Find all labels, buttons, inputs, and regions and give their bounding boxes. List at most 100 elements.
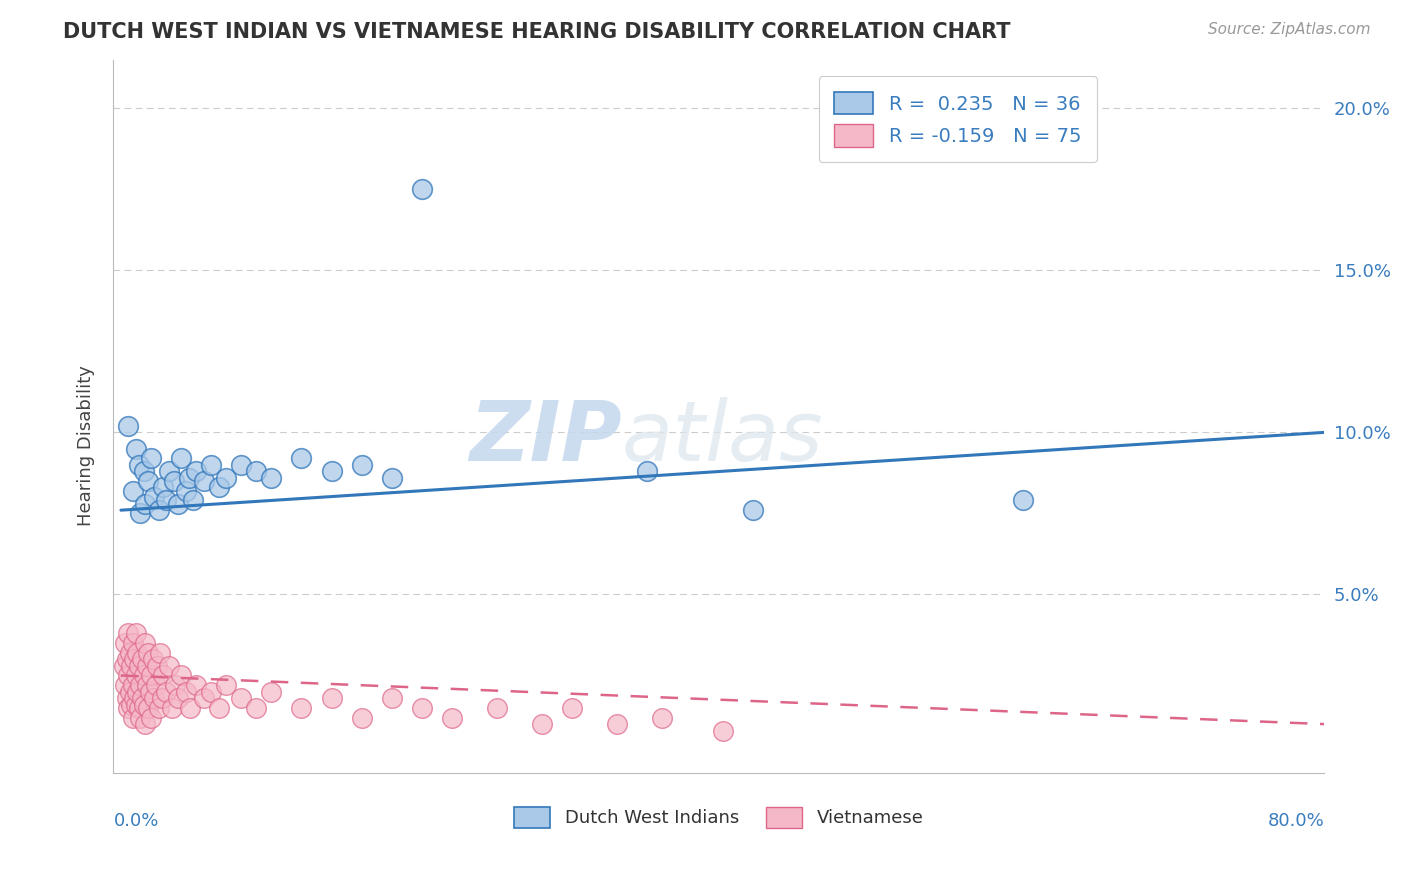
Point [290, 451, 312, 466]
Point [711, 723, 734, 738]
Text: ZIP: ZIP [470, 397, 621, 478]
Point [157, 464, 180, 478]
Point [117, 418, 139, 433]
Point [231, 458, 253, 472]
Point [135, 678, 157, 692]
Point [138, 684, 160, 698]
Point [350, 711, 373, 725]
Point [139, 451, 162, 466]
Point [152, 481, 174, 495]
Point [129, 507, 152, 521]
Point [125, 698, 148, 712]
Point [143, 490, 166, 504]
Point [117, 626, 139, 640]
Point [193, 474, 215, 488]
Text: atlas: atlas [621, 397, 824, 478]
Point [174, 684, 197, 698]
Point [145, 678, 167, 692]
Point [134, 717, 156, 731]
Point [132, 698, 155, 712]
Point [125, 668, 148, 682]
Point [290, 701, 312, 715]
Point [128, 701, 150, 715]
Point [165, 678, 187, 692]
Point [135, 658, 157, 673]
Point [174, 483, 197, 498]
Point [157, 658, 180, 673]
Point [215, 678, 238, 692]
Point [114, 678, 136, 692]
Point [136, 474, 159, 488]
Point [131, 691, 153, 706]
Point [381, 471, 404, 485]
Point [148, 701, 170, 715]
Point [115, 652, 138, 666]
Point [231, 691, 253, 706]
Point [200, 458, 222, 472]
Point [117, 668, 139, 682]
Point [122, 636, 145, 650]
Point [128, 658, 150, 673]
Point [651, 711, 673, 725]
Point [260, 684, 283, 698]
Point [136, 646, 159, 660]
Point [170, 668, 193, 682]
Point [411, 701, 433, 715]
Point [260, 471, 283, 485]
Point [148, 503, 170, 517]
Text: 0.0%: 0.0% [114, 812, 159, 830]
Text: Hearing Disability: Hearing Disability [77, 366, 96, 526]
Point [181, 493, 204, 508]
Point [186, 464, 208, 478]
Point [350, 458, 373, 472]
Point [121, 698, 143, 712]
Point [139, 711, 162, 725]
Point [561, 701, 583, 715]
Point [134, 497, 156, 511]
Point [129, 711, 152, 725]
Point [186, 678, 208, 692]
Point [170, 451, 193, 466]
Point [115, 691, 138, 706]
Point [179, 701, 201, 715]
Point [1012, 493, 1035, 508]
Point [118, 684, 141, 698]
Point [136, 701, 159, 715]
Point [128, 458, 150, 472]
Point [122, 711, 145, 725]
Point [131, 652, 153, 666]
Point [155, 493, 177, 508]
Text: DUTCH WEST INDIAN VS VIETNAMESE HEARING DISABILITY CORRELATION CHART: DUTCH WEST INDIAN VS VIETNAMESE HEARING … [63, 22, 1011, 42]
Point [122, 678, 145, 692]
Legend: Dutch West Indians, Vietnamese: Dutch West Indians, Vietnamese [508, 800, 931, 835]
Point [321, 691, 343, 706]
Point [167, 691, 190, 706]
Point [150, 691, 173, 706]
Point [122, 483, 145, 498]
Point [321, 464, 343, 478]
Point [129, 678, 152, 692]
Point [160, 701, 183, 715]
Point [125, 442, 148, 456]
Point [118, 646, 141, 660]
Point [245, 464, 267, 478]
Point [636, 464, 658, 478]
Point [167, 497, 190, 511]
Point [127, 684, 149, 698]
Text: Source: ZipAtlas.com: Source: ZipAtlas.com [1208, 22, 1371, 37]
Point [485, 701, 508, 715]
Point [132, 464, 155, 478]
Text: 80.0%: 80.0% [1268, 812, 1324, 830]
Point [146, 658, 169, 673]
Point [440, 711, 463, 725]
Point [200, 684, 222, 698]
Point [208, 701, 231, 715]
Point [121, 658, 143, 673]
Point [208, 481, 231, 495]
Point [112, 658, 135, 673]
Point [141, 652, 163, 666]
Point [531, 717, 554, 731]
Point [124, 652, 146, 666]
Point [411, 182, 433, 196]
Point [162, 474, 184, 488]
